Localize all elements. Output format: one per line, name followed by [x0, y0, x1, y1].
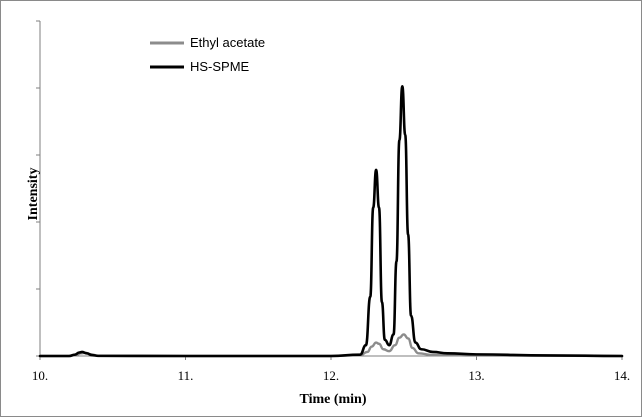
- x-tick-label: 11.: [178, 368, 194, 383]
- legend-label: HS-SPME: [190, 59, 250, 74]
- series-line-ethyl-acetate: [38, 333, 624, 358]
- axes: 10. 11. 12. 13. 14.: [32, 20, 630, 383]
- legend-label: Ethyl acetate: [190, 35, 265, 50]
- series-line-hs-spme: [38, 85, 624, 358]
- x-tick-label: 13.: [468, 368, 484, 383]
- y-axis-title: Intensity: [26, 168, 41, 221]
- legend: Ethyl acetate HS-SPME: [150, 35, 265, 74]
- x-tick-label: 10.: [32, 368, 48, 383]
- x-tick-label: 14.: [614, 368, 630, 383]
- x-tick-label: 12.: [323, 368, 339, 383]
- x-axis-title: Time (min): [299, 392, 366, 407]
- series-layer: [38, 85, 624, 358]
